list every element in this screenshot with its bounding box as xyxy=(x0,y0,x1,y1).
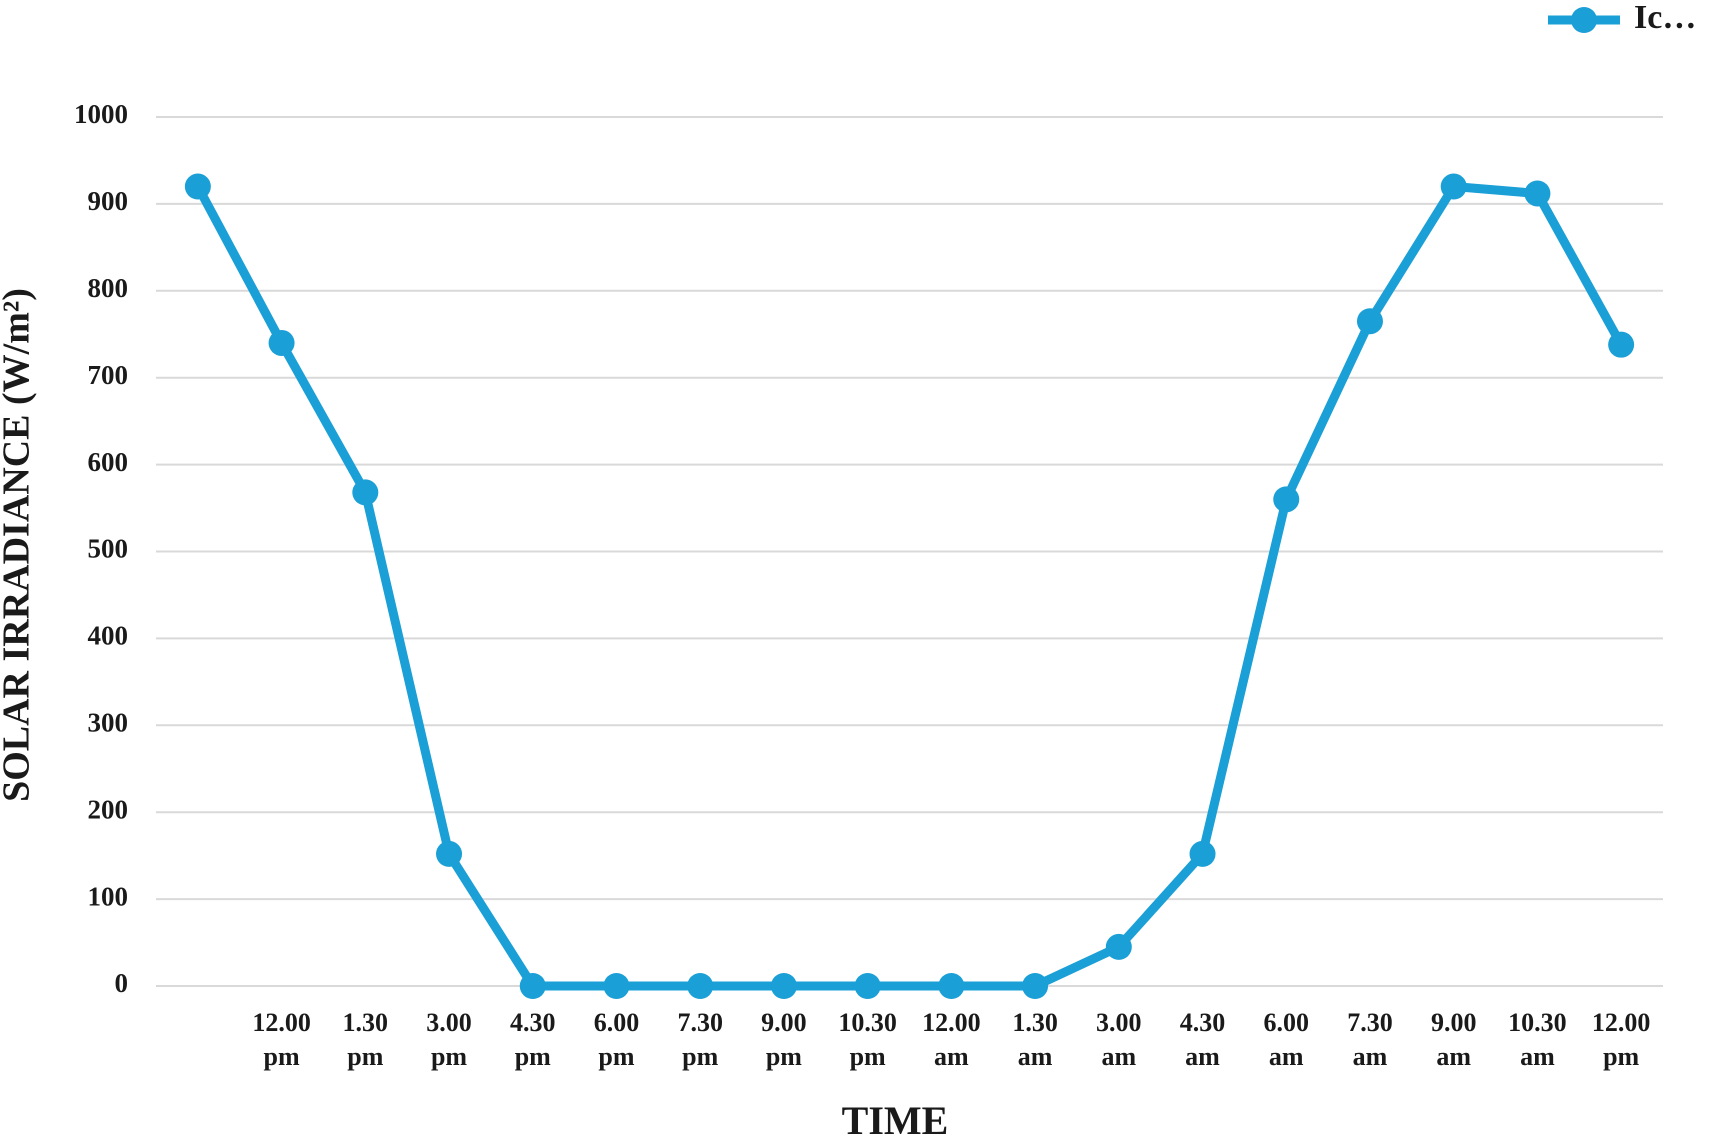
y-tick-label: 600 xyxy=(88,447,129,477)
point xyxy=(770,973,797,999)
x-tick-label: 12.00 pm xyxy=(252,1008,311,1071)
point xyxy=(436,840,463,867)
point xyxy=(1273,486,1300,513)
x-tick-label: 1.30 pm xyxy=(342,1008,389,1071)
y-tick-label: 900 xyxy=(88,186,129,216)
point xyxy=(603,973,630,999)
point xyxy=(268,329,295,356)
y-tick-label: 800 xyxy=(88,273,129,303)
point xyxy=(938,973,965,999)
x-tick-label: 9.00 pm xyxy=(761,1008,807,1071)
x-tick-label: 10.30 pm xyxy=(838,1008,897,1071)
line xyxy=(193,182,1626,991)
x-tick-label: 12.00 pm xyxy=(1591,1008,1651,1071)
x-tick-label: 12.00 am xyxy=(922,1008,981,1071)
x-axis-title: TIME xyxy=(842,1098,949,1143)
y-axis-title: SOLAR IRRADIANCE (W/m²) xyxy=(0,288,38,802)
x-tick-label: 4.30 am xyxy=(1179,1008,1226,1071)
point xyxy=(1524,180,1551,207)
point xyxy=(1189,840,1216,867)
point xyxy=(1440,173,1467,200)
y-tick-label: 400 xyxy=(88,621,129,651)
y-tick-label: 500 xyxy=(88,534,129,564)
x-tick-label: 7.30 am xyxy=(1347,1008,1393,1071)
x-tick-label: 1.30 am xyxy=(1012,1008,1058,1071)
x-tick-label: 4.30 pm xyxy=(510,1008,556,1071)
point xyxy=(1022,973,1049,999)
point xyxy=(184,173,211,200)
x-tick-label: 6.00 am xyxy=(1263,1008,1310,1071)
legend-label: Ic… xyxy=(1634,0,1696,36)
x-tick-label: 3.00 pm xyxy=(426,1008,472,1071)
y-tick-label: 0 xyxy=(115,968,129,998)
y-tick-label: 100 xyxy=(88,881,129,911)
point xyxy=(352,479,379,506)
x-tick-label: 6.00 pm xyxy=(593,1008,640,1071)
x-tick-label: 7.30 pm xyxy=(677,1008,723,1071)
x-tick-label: 9.00 am xyxy=(1430,1008,1477,1071)
point xyxy=(1608,331,1635,358)
point xyxy=(687,973,714,999)
point xyxy=(854,973,881,999)
y-tick-label: 1000 xyxy=(74,99,128,129)
x-tick-label: 3.00 am xyxy=(1096,1008,1142,1071)
point xyxy=(1105,933,1132,960)
x-tick-label: 10.30 am xyxy=(1508,1008,1567,1071)
point xyxy=(1356,308,1383,335)
legend-marker xyxy=(1571,7,1597,33)
y-tick-label: 200 xyxy=(88,794,129,824)
y-tick-label: 300 xyxy=(88,708,129,738)
point xyxy=(519,973,546,999)
y-tick-label: 700 xyxy=(88,360,129,390)
